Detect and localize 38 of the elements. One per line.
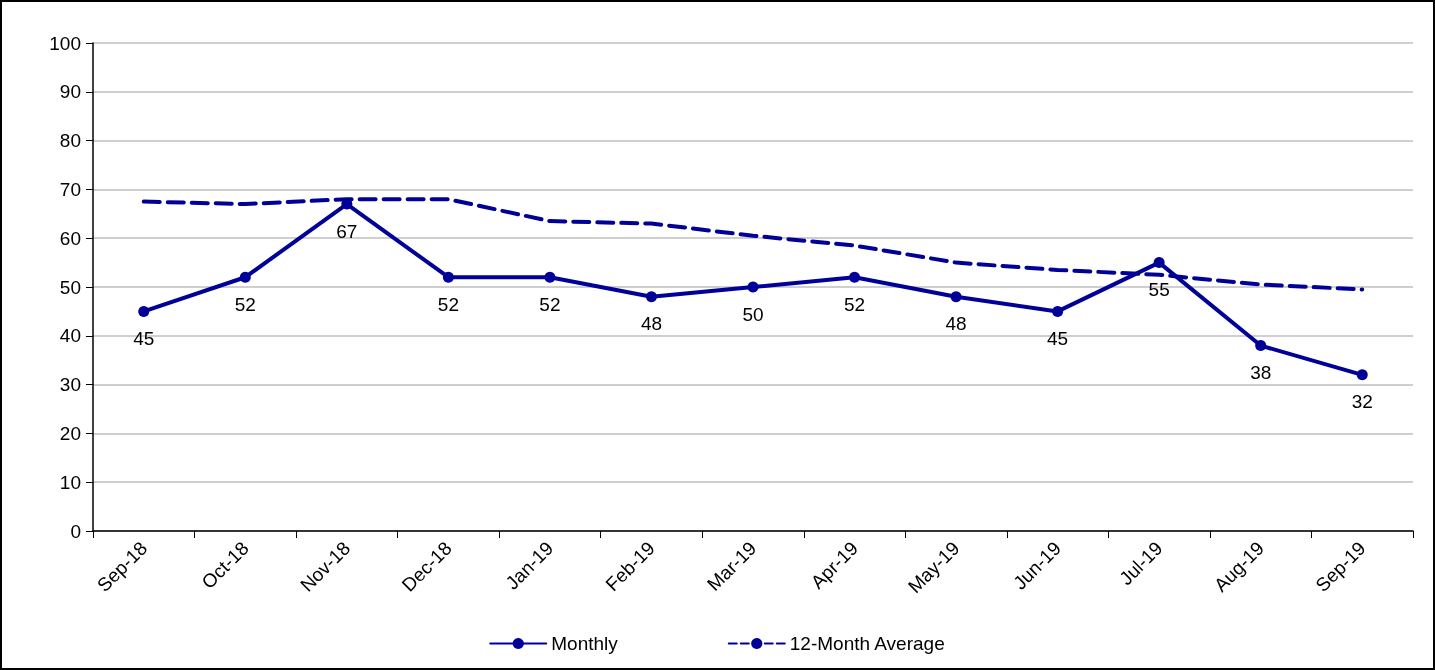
data-label: 67 xyxy=(336,220,358,242)
y-tick-label: 10 xyxy=(59,471,81,493)
data-label: 50 xyxy=(742,303,764,325)
point xyxy=(950,291,962,303)
legend-label: 12-Month Average xyxy=(789,633,945,654)
y-tick-label: 90 xyxy=(59,81,81,103)
y-tick-label: 0 xyxy=(70,520,81,542)
y-tick-label: 100 xyxy=(49,32,81,54)
data-label: 52 xyxy=(539,293,561,315)
data-label: 48 xyxy=(945,313,967,335)
point xyxy=(1153,257,1165,269)
data-label: 45 xyxy=(133,327,155,349)
data-label: 45 xyxy=(1047,327,1069,349)
data-label: 38 xyxy=(1250,362,1272,384)
data-label: 55 xyxy=(1148,279,1170,301)
y-tick-label: 80 xyxy=(59,130,81,152)
point xyxy=(544,271,556,283)
data-label: 52 xyxy=(843,293,866,315)
y-tick-label: 30 xyxy=(59,374,81,396)
data-label: 52 xyxy=(437,293,459,315)
y-tick-label: 60 xyxy=(59,227,81,249)
data-label: 32 xyxy=(1351,391,1373,413)
point xyxy=(138,305,150,317)
y-tick-label: 50 xyxy=(59,276,81,298)
legend-label: Monthly xyxy=(551,633,619,654)
data-label: 48 xyxy=(640,313,663,335)
y-tick-label: 20 xyxy=(59,422,81,444)
point xyxy=(442,271,454,283)
y-tick-label: 40 xyxy=(59,325,81,347)
point xyxy=(747,281,759,293)
data-label: 52 xyxy=(234,293,256,315)
point xyxy=(1052,305,1064,317)
point xyxy=(849,271,861,283)
point xyxy=(1356,369,1368,381)
point xyxy=(645,291,657,303)
point xyxy=(1255,340,1267,352)
point xyxy=(239,271,251,283)
y-tick-label: 70 xyxy=(59,178,81,200)
